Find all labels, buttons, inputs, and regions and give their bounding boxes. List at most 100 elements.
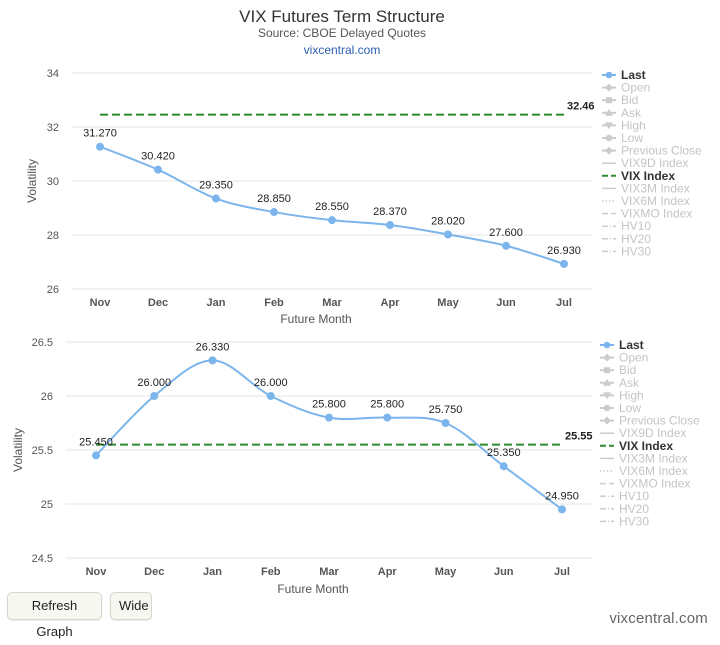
term-structure-chart-lower: 24.5 25 25.5 26 26.5 Nov Dec Jan Feb Mar Apr May Jun…	[11, 337, 700, 596]
last-series-point	[150, 392, 159, 400]
vix-index-label: 32.46	[567, 101, 595, 113]
x-tick-label: Jun	[494, 566, 514, 578]
y-tick-label: 25.5	[32, 445, 53, 457]
last-series-point	[212, 194, 220, 203]
y-tick-label: 30	[47, 176, 59, 188]
y-tick-label: 26	[47, 284, 59, 296]
y-tick-label: 28	[47, 230, 59, 242]
y-tick-label: 25	[41, 499, 53, 511]
last-series-data-label: 25.800	[312, 399, 346, 411]
legend-vix-index-label: VIX Index	[621, 169, 675, 183]
x-tick-label: Nov	[90, 297, 112, 309]
legend-previous-close-label: Previous Close	[621, 144, 702, 158]
last-series-point	[499, 462, 508, 471]
y-axis-title: Volatility	[25, 159, 39, 203]
x-tick-label: Mar	[319, 566, 339, 578]
last-series-point	[92, 451, 100, 460]
y-tick-label: 26.5	[32, 337, 53, 349]
x-tick-label: May	[435, 566, 457, 578]
last-series-point	[444, 230, 452, 239]
legend-hv30-label: HV30	[621, 244, 651, 258]
legend-previous-close-marker-symbol	[605, 146, 613, 155]
last-series-point	[558, 505, 566, 514]
legend-bid-marker-symbol	[604, 367, 610, 374]
last-series-point	[560, 259, 568, 268]
legend-low-marker-symbol	[603, 404, 611, 412]
last-series-data-label: 25.350	[487, 447, 521, 459]
x-tick-label: Jul	[554, 566, 570, 578]
wide-button[interactable]: Wide	[110, 592, 152, 620]
last-series-data-label: 26.330	[196, 341, 230, 353]
y-tick-label: 26	[41, 391, 53, 403]
last-series-point	[208, 356, 217, 365]
last-series-point	[325, 413, 333, 422]
refresh-graph-button[interactable]: Refresh Graph	[7, 592, 102, 639]
last-series-data-label: 25.450	[79, 436, 113, 448]
x-tick-label: Apr	[381, 297, 401, 309]
legend-hv20-label: HV20	[619, 502, 649, 516]
x-tick-label: Apr	[378, 566, 398, 578]
legend-bid-label: Bid	[621, 93, 638, 107]
legend-vix9d-index-label: VIX9D Index	[619, 426, 686, 440]
legend-hv10-label: HV10	[619, 489, 649, 503]
x-tick-label: Feb	[264, 297, 284, 309]
last-series-point	[386, 221, 394, 230]
legend-vix3m-index-label: VIX3M Index	[621, 181, 690, 195]
term-structure-chart-upper: 26 28 30 32 34 Nov Dec Jan Feb Mar Apr May Jun Jul Fut…	[25, 68, 702, 326]
legend-hv30-label: HV30	[619, 514, 649, 528]
legend-vix3m-index-label: VIX3M Index	[619, 451, 688, 465]
legend-high-label: High	[619, 388, 644, 402]
legend-last-marker-symbol	[603, 341, 611, 349]
y-tick-label: 34	[47, 68, 59, 80]
x-tick-label: Jun	[496, 297, 516, 309]
x-tick-label: Jan	[207, 297, 226, 309]
legend-previous-close-marker-symbol	[603, 416, 611, 425]
y-tick-label: 32	[47, 122, 59, 134]
legend-ask-label: Ask	[619, 376, 640, 390]
last-series-point	[154, 165, 162, 174]
last-series-data-label: 26.000	[137, 377, 171, 389]
legend-low-label: Low	[619, 401, 641, 415]
last-series-point	[270, 208, 278, 217]
last-series-point	[96, 142, 104, 151]
y-tick-label: 24.5	[32, 553, 53, 565]
chart-title: VIX Futures Term Structure	[239, 7, 445, 26]
y-axis-title: Volatility	[11, 428, 25, 472]
legend-hv20-label: HV20	[621, 232, 651, 246]
legend-last-label: Last	[619, 338, 644, 352]
legend-bid-label: Bid	[619, 363, 636, 377]
last-series-data-label: 29.350	[199, 180, 233, 192]
last-series-point	[328, 216, 336, 225]
footer-credit: vixcentral.com	[609, 610, 708, 627]
legend-open-marker-symbol	[605, 83, 613, 92]
last-series-data-label: 31.270	[83, 128, 117, 140]
source-link[interactable]: vixcentral.com	[304, 43, 381, 57]
last-series-data-label: 25.750	[429, 404, 463, 416]
chart-subtitle: Source: CBOE Delayed Quotes	[258, 26, 426, 40]
x-axis-title: Future Month	[280, 312, 351, 326]
last-series-data-label: 27.600	[489, 227, 523, 239]
vix-term-structure-figure: VIX Futures Term Structure Source: CBOE …	[11, 7, 702, 596]
legend-vix-index-label: VIX Index	[619, 439, 673, 453]
legend-hv10-label: HV10	[621, 219, 651, 233]
x-tick-label: Mar	[322, 297, 342, 309]
legend-vix6m-index-label: VIX6M Index	[619, 464, 688, 478]
last-series-data-label: 26.000	[254, 377, 288, 389]
last-series-point	[383, 413, 392, 422]
legend-last-marker-symbol	[605, 71, 613, 79]
legend-open-label: Open	[621, 81, 650, 95]
last-series-data-label: 28.370	[373, 206, 407, 218]
x-axis-title: Future Month	[277, 582, 348, 596]
last-series-data-label: 28.850	[257, 193, 291, 205]
last-series-data-label: 25.800	[370, 399, 404, 411]
x-tick-label: Dec	[144, 566, 164, 578]
last-series-data-label: 28.550	[315, 201, 349, 213]
last-series-point	[266, 392, 275, 400]
last-series-data-label: 26.930	[547, 245, 581, 257]
last-series-point	[441, 419, 450, 427]
legend-low-marker-symbol	[605, 134, 613, 142]
legend-low-label: Low	[621, 131, 643, 145]
x-tick-label: Dec	[148, 297, 168, 309]
legend-open-label: Open	[619, 351, 648, 365]
last-series-point	[502, 241, 510, 250]
